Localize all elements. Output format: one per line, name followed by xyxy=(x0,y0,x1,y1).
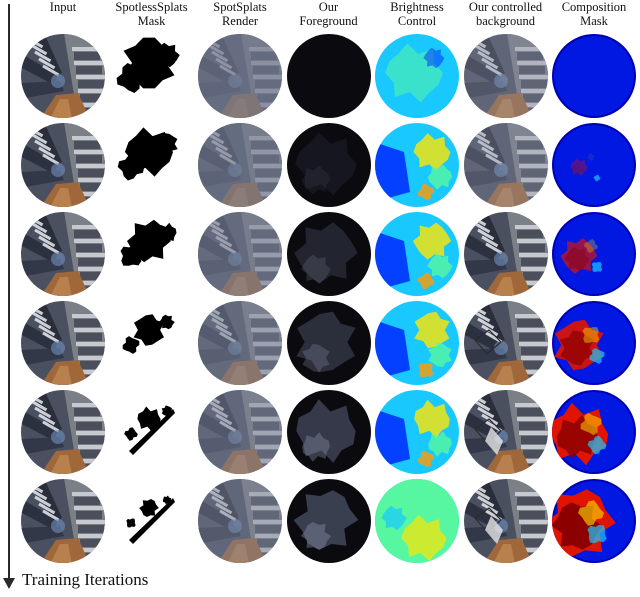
brightness-image-row-6 xyxy=(374,478,460,564)
mask-image-row-2 xyxy=(108,122,195,208)
foreground-image-row-5 xyxy=(285,389,372,475)
background-image-row-4 xyxy=(462,300,549,386)
composition-image-row-1 xyxy=(551,33,637,119)
composition-image-row-3 xyxy=(551,211,637,297)
foreground-image-row-3 xyxy=(285,211,372,297)
composition-image-row-5 xyxy=(551,389,637,475)
input-image-row-3 xyxy=(20,211,106,297)
brightness-image-row-5 xyxy=(374,389,460,475)
input-image-row-5 xyxy=(20,389,106,475)
brightness-image-row-2 xyxy=(374,122,460,208)
render-image-row-2 xyxy=(197,122,283,208)
render-image-row-3 xyxy=(197,211,283,297)
background-image-row-5 xyxy=(462,389,549,475)
training-axis-arrowhead xyxy=(3,578,15,589)
render-image-row-4 xyxy=(197,300,283,386)
column-header-composition: Composition Mask xyxy=(561,0,627,28)
column-header-render: SpotSplats Render xyxy=(213,0,267,28)
background-image-row-6 xyxy=(462,478,549,564)
input-image-row-6 xyxy=(20,478,106,564)
input-image-row-4 xyxy=(20,300,106,386)
foreground-image-row-1 xyxy=(285,33,372,119)
mask-image-row-5 xyxy=(108,389,195,475)
foreground-image-row-6 xyxy=(285,478,372,564)
training-axis-line xyxy=(8,4,10,580)
background-image-row-3 xyxy=(462,211,549,297)
background-image-row-1 xyxy=(462,33,549,119)
composition-image-row-4 xyxy=(551,300,637,386)
mask-image-row-3 xyxy=(108,211,195,297)
mask-image-row-6 xyxy=(108,478,195,564)
render-image-row-5 xyxy=(197,389,283,475)
mask-image-row-1 xyxy=(108,33,195,119)
mask-image-row-4 xyxy=(108,300,195,386)
input-image-row-1 xyxy=(20,33,106,119)
render-image-row-1 xyxy=(197,33,283,119)
input-image-row-2 xyxy=(20,122,106,208)
composition-image-row-6 xyxy=(551,478,637,564)
column-header-foreground: Our Foreground xyxy=(299,0,358,28)
render-image-row-6 xyxy=(197,478,283,564)
brightness-image-row-1 xyxy=(374,33,460,119)
column-header-input: Input xyxy=(49,0,77,14)
composition-image-row-2 xyxy=(551,122,637,208)
column-header-background: Our controlled background xyxy=(468,0,543,28)
column-header-mask: SpotlessSplats Mask xyxy=(115,0,188,28)
foreground-image-row-4 xyxy=(285,300,372,386)
brightness-image-row-3 xyxy=(374,211,460,297)
brightness-image-row-4 xyxy=(374,300,460,386)
column-header-brightness: Brightness Control xyxy=(390,0,444,28)
foreground-image-row-2 xyxy=(285,122,372,208)
background-image-row-2 xyxy=(462,122,549,208)
training-axis-label: Training Iterations xyxy=(22,570,149,589)
